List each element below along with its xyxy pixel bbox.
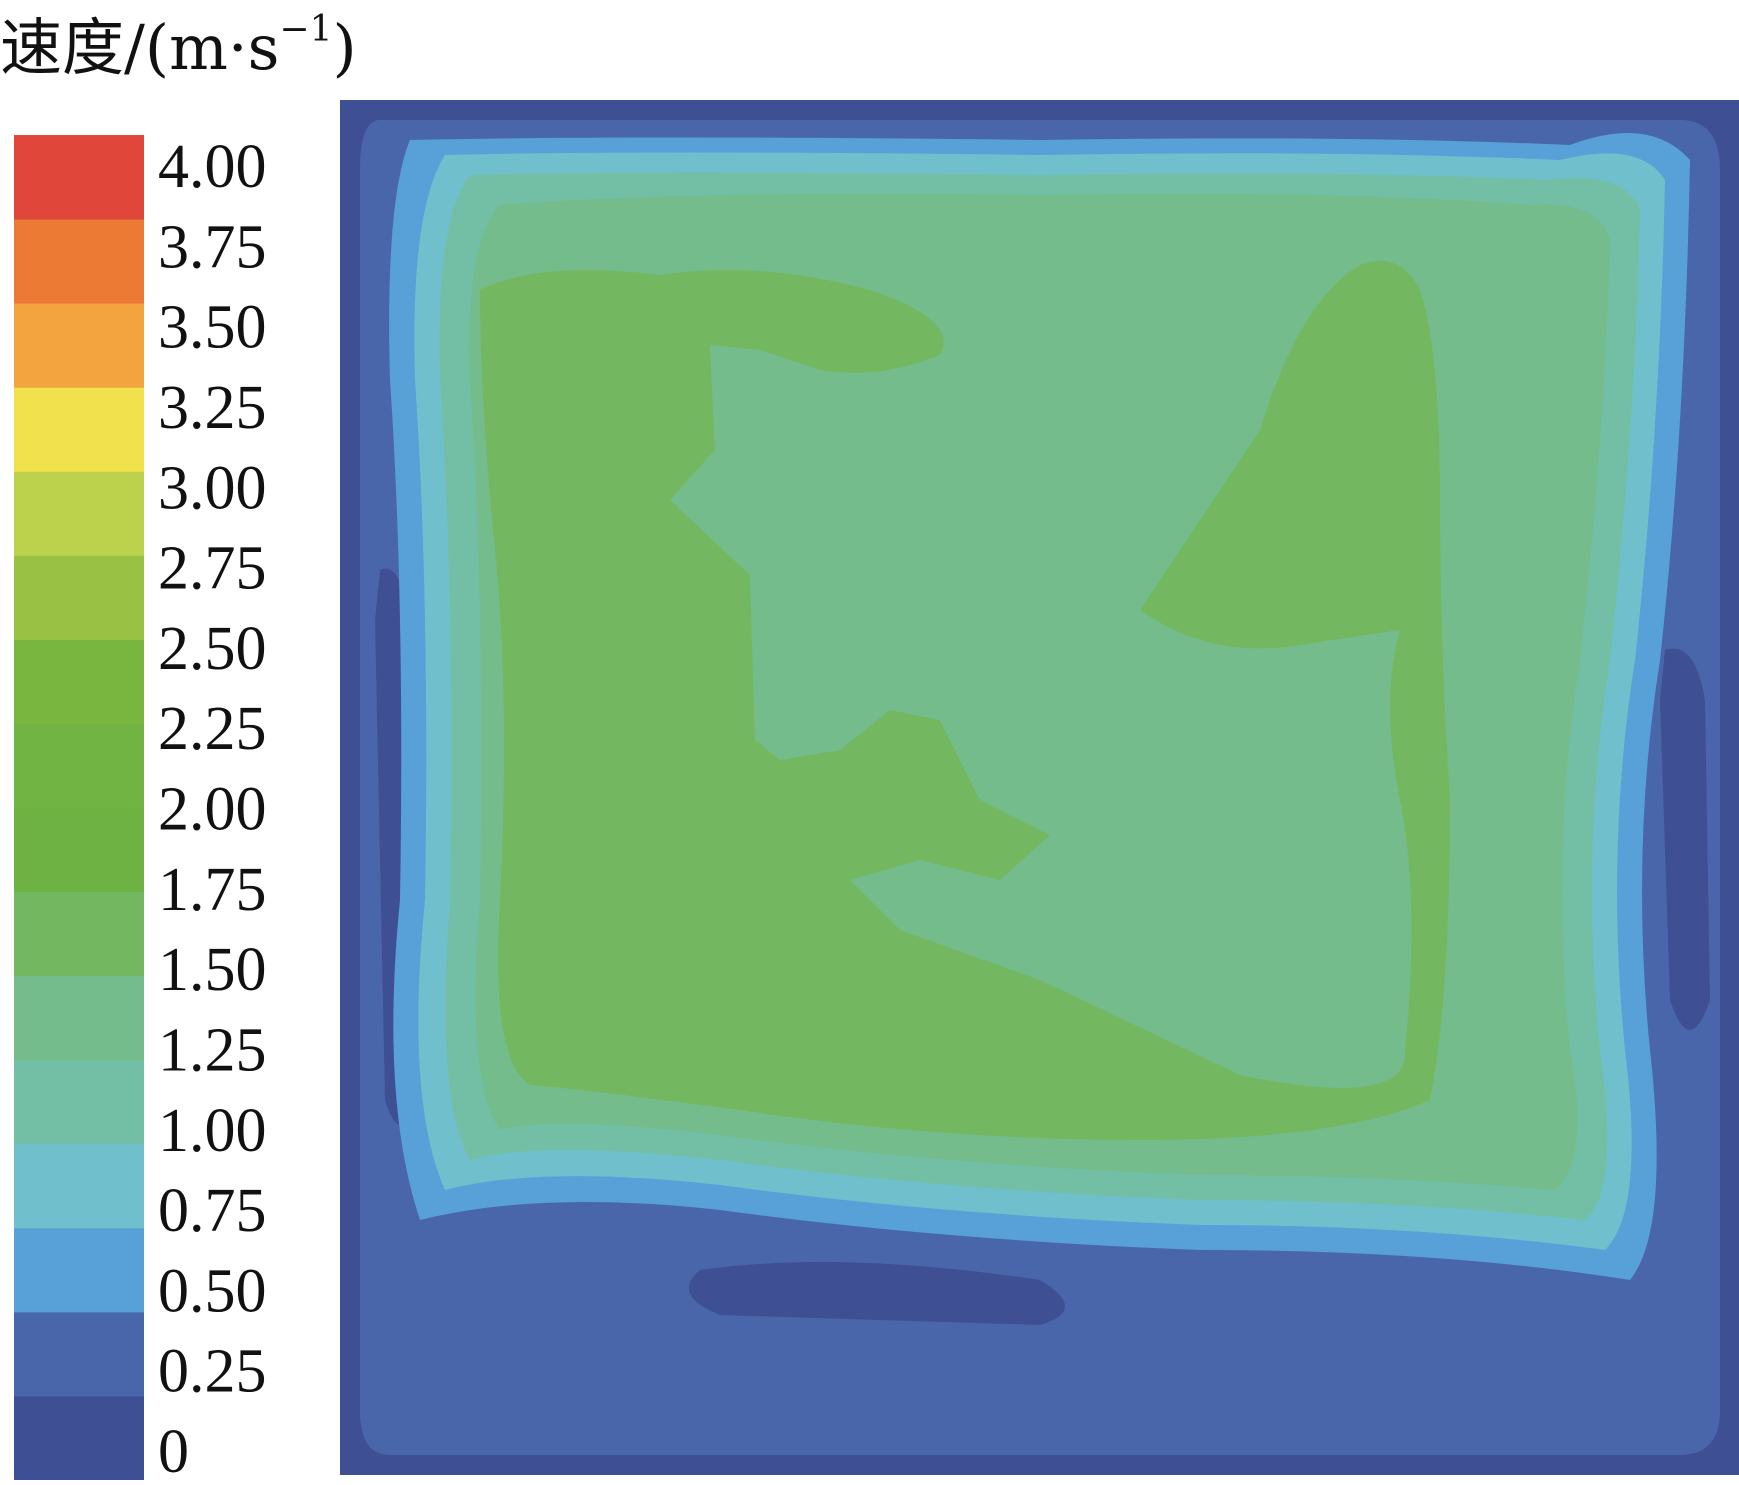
colorbar-swatch xyxy=(14,639,144,724)
colorbar-tick-label: 0.50 xyxy=(158,1257,267,1325)
contour-island-lower xyxy=(940,720,1080,835)
colorbar-tick-label: 2.25 xyxy=(158,695,267,763)
title-text: 速度/(m·s xyxy=(0,11,280,84)
colorbar-swatch xyxy=(14,891,144,977)
colorbar-tick-labels: 4.00 3.75 3.50 3.25 3.00 2.75 2.50 2.25 2.00 1.75… xyxy=(158,135,267,1480)
colorbar: 4.00 3.75 3.50 3.25 3.00 2.75 2.50 2.25 2.00 1.75… xyxy=(14,135,267,1480)
colorbar-swatch xyxy=(14,1059,144,1145)
colorbar-tick-label: 3.00 xyxy=(158,454,267,522)
contour-pocket-bottom xyxy=(688,1262,1065,1325)
colorbar-swatch xyxy=(14,1143,144,1229)
colorbar-swatch xyxy=(14,219,144,304)
colorbar-swatch xyxy=(14,723,144,808)
colorbar-tick-label: 1.75 xyxy=(158,856,267,924)
colorbar-tick-label: 2.75 xyxy=(158,535,267,603)
colorbar-tick-label: 0.75 xyxy=(158,1177,267,1245)
colorbar-swatch xyxy=(14,471,144,556)
colorbar-swatch xyxy=(14,975,144,1061)
colorbar-tick-label: 2.00 xyxy=(158,776,267,844)
colorbar-tick-label: 1.25 xyxy=(158,1016,267,1084)
colorbar-title: 速度/(m·s−1) xyxy=(0,8,357,88)
colorbar-swatch xyxy=(14,387,144,472)
colorbar-tick-label: 2.50 xyxy=(158,615,267,683)
colorbar-swatch xyxy=(14,555,144,640)
colorbar-swatch xyxy=(14,1227,144,1313)
colorbar-tick-label: 1.50 xyxy=(158,936,267,1004)
colorbar-swatch xyxy=(14,1395,144,1480)
contour-pocket-right xyxy=(1660,648,1710,1030)
colorbar-swatch xyxy=(14,807,144,893)
colorbar-tick-label: 1.00 xyxy=(158,1097,267,1165)
colorbar-tick-label: 0 xyxy=(158,1418,189,1480)
contour-level-1.50 xyxy=(480,260,1450,1141)
colorbar-swatch xyxy=(14,1311,144,1397)
colorbar-tick-label: 3.25 xyxy=(158,374,267,442)
contour-island-upper xyxy=(670,345,1210,760)
colorbar-swatch xyxy=(14,135,144,220)
colorbar-tick-label: 3.75 xyxy=(158,213,267,281)
title-close: ) xyxy=(332,11,357,84)
colorbar-tick-label: 4.00 xyxy=(158,135,267,201)
title-exponent: −1 xyxy=(279,9,333,50)
colorbar-tick-label: 0.25 xyxy=(158,1338,267,1406)
velocity-contour-plot xyxy=(340,100,1739,1475)
colorbar-swatch xyxy=(14,303,144,388)
colorbar-tick-label: 3.50 xyxy=(158,294,267,362)
colorbar-swatches xyxy=(14,135,144,1480)
